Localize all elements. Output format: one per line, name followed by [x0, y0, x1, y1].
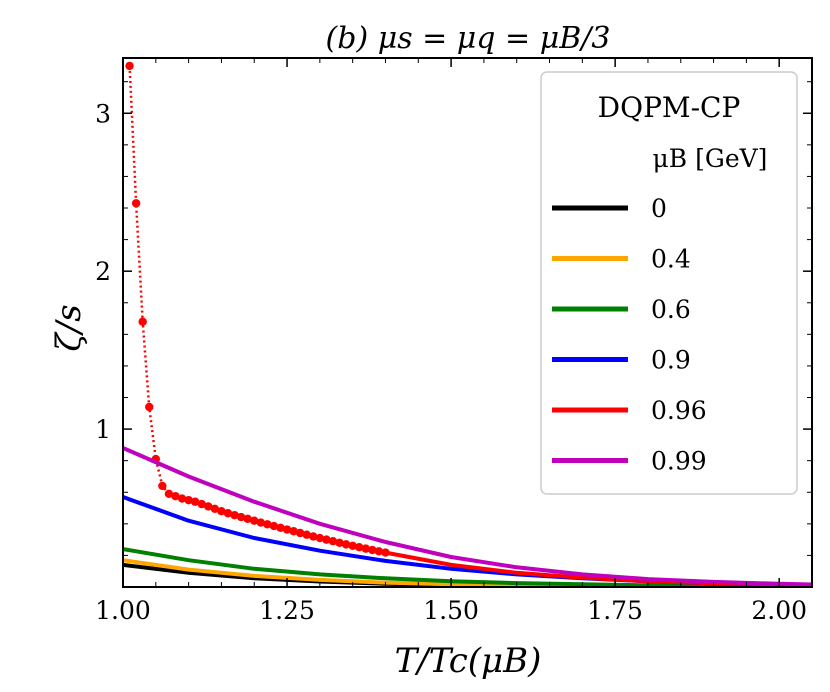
data-point	[158, 481, 167, 491]
x-axis: 1.00 1.25 1.50 1.75 2.00	[95, 58, 807, 625]
x-axis-label: T/Tc(μB)	[395, 641, 542, 681]
data-point	[138, 317, 147, 326]
data-point	[164, 489, 174, 499]
legend-label: 0.99	[651, 447, 707, 476]
chart-title: (b) μs = μq = μB/3	[326, 21, 611, 56]
x-tick-label: 1.00	[95, 596, 151, 625]
data-point	[177, 494, 187, 503]
data-point	[243, 514, 252, 523]
legend-label: 0.96	[651, 396, 707, 425]
data-point	[328, 537, 338, 546]
data-point	[374, 547, 384, 556]
legend-label: 0.9	[651, 346, 691, 375]
data-point	[276, 523, 285, 532]
y-tick-label: 2	[95, 257, 111, 286]
data-point	[131, 199, 141, 208]
data-point	[341, 540, 351, 549]
legend-box	[540, 71, 798, 495]
legend-entries: 0 0.4 0.6 0.9 0.96 0.99	[552, 194, 707, 476]
plot-area	[122, 57, 813, 588]
legend-title: DQPM-CP	[598, 91, 741, 124]
data-point	[335, 538, 344, 547]
data-point	[355, 543, 364, 552]
data-point	[184, 495, 193, 505]
data-point	[217, 507, 226, 516]
data-point	[197, 499, 206, 509]
data-point	[171, 492, 180, 501]
data-point	[263, 520, 272, 529]
y-tick-label: 3	[95, 99, 111, 128]
series-line-4	[128, 65, 386, 554]
data-point	[368, 545, 377, 555]
plot-frame	[122, 57, 813, 588]
data-point	[256, 518, 265, 527]
x-tick-label: 1.25	[259, 596, 315, 625]
legend-label: 0.4	[651, 245, 691, 274]
x-tick-label: 1.50	[423, 596, 479, 625]
data-point	[282, 525, 292, 534]
x-tick-label: 2.00	[751, 596, 807, 625]
data-point	[190, 497, 200, 506]
x-tick-label: 1.75	[587, 596, 643, 625]
data-point	[295, 528, 305, 538]
data-point	[236, 512, 246, 522]
data-point	[348, 541, 357, 550]
series-line-6	[123, 446, 812, 587]
data-point	[309, 532, 318, 541]
data-point	[250, 516, 259, 525]
y-tick-label: 1	[95, 415, 111, 444]
y-axis: 1 2 3	[95, 81, 812, 556]
legend-label: 0	[651, 194, 667, 223]
series-group	[123, 61, 812, 587]
legend-label: 0.6	[651, 295, 691, 324]
legend-subtitle: μB [GeV]	[653, 144, 768, 173]
data-point	[302, 530, 311, 539]
y-axis-label: ζ/s	[49, 304, 89, 351]
legend: DQPM-CP μB [GeV] 0 0.4 0.6 0.9 0.96 0.99	[540, 71, 798, 495]
data-point	[145, 402, 154, 412]
data-point	[269, 521, 279, 531]
data-point	[125, 61, 134, 71]
data-point	[322, 535, 331, 544]
data-point	[361, 544, 370, 553]
data-point	[210, 504, 220, 514]
data-point	[204, 502, 213, 511]
data-point	[289, 527, 298, 536]
data-point	[315, 533, 325, 543]
data-point	[230, 510, 239, 520]
data-point	[223, 509, 233, 518]
